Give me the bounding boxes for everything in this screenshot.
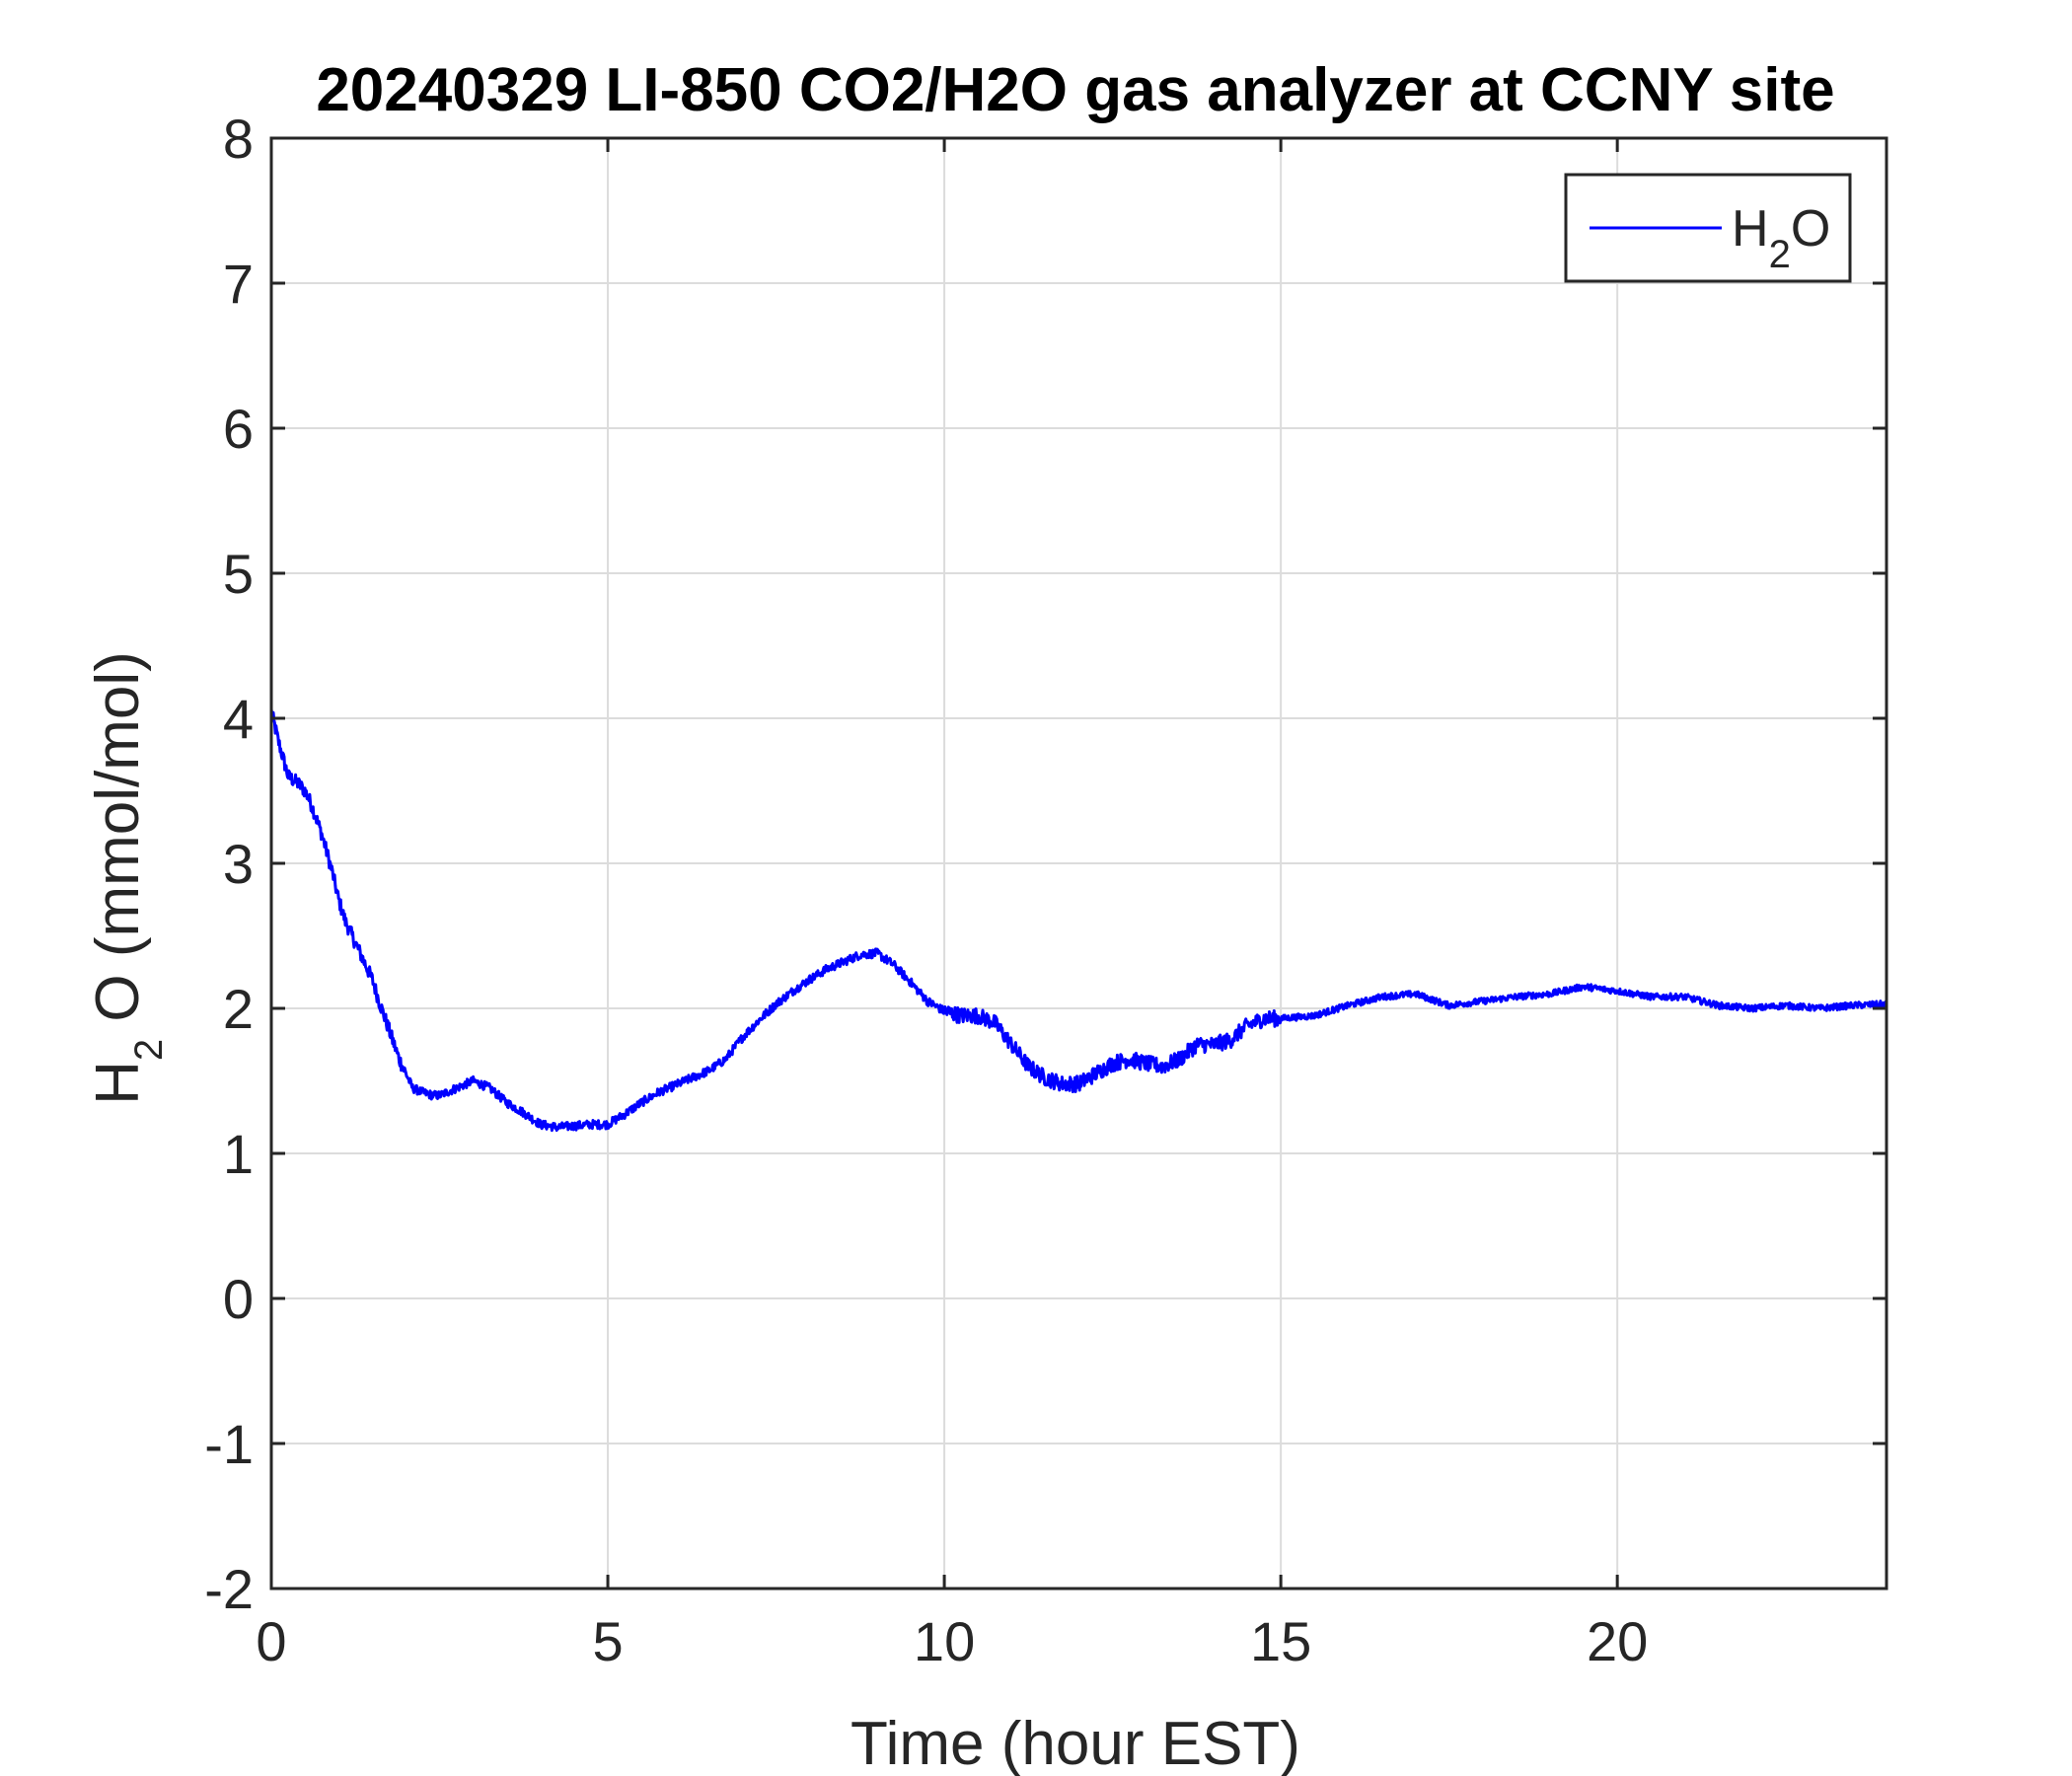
chart-title: 20240329 LI-850 CO2/H2O gas analyzer at … bbox=[316, 56, 1834, 124]
y-tick-label: 0 bbox=[223, 1268, 254, 1330]
y-tick-label: 4 bbox=[223, 688, 254, 750]
legend-entry-rest: O bbox=[1791, 200, 1830, 258]
legend-entry-sub: 2 bbox=[1769, 233, 1791, 276]
legend-entry-base: H bbox=[1732, 200, 1769, 258]
y-tick-label: 6 bbox=[223, 398, 254, 460]
y-tick-label: 3 bbox=[223, 833, 254, 895]
y-tick-label: 5 bbox=[223, 543, 254, 605]
series-line bbox=[269, 708, 1887, 1133]
x-tick-label: 5 bbox=[592, 1610, 623, 1672]
y-tick-label: 1 bbox=[223, 1123, 254, 1185]
y-axis-label-rest: O (mmol/mol) bbox=[84, 651, 152, 1039]
y-axis-label-sub: 2 bbox=[127, 1039, 171, 1061]
x-tick-label: 0 bbox=[256, 1610, 286, 1672]
y-tick-label: -2 bbox=[204, 1558, 254, 1620]
y-axis-label: H2 O (mmol/mol) bbox=[84, 651, 171, 1105]
x-axis-label: Time (hour EST) bbox=[851, 1710, 1300, 1776]
y-tick-label: 8 bbox=[223, 108, 254, 170]
series-layer bbox=[269, 708, 1887, 1133]
y-tick-label: 7 bbox=[223, 253, 254, 315]
axis-ticks: 0 5 10 15 20 -2 -1 0 1 2 3 4 5 6 7 8 bbox=[204, 108, 1887, 1672]
y-axis-label-base: H bbox=[84, 1061, 152, 1105]
legend: H2O bbox=[1564, 173, 1852, 283]
legend-entry-label: H2O bbox=[1732, 200, 1830, 276]
y-tick-label: -1 bbox=[204, 1413, 254, 1475]
y-tick-label: 2 bbox=[223, 978, 254, 1040]
x-tick-label: 15 bbox=[1250, 1610, 1311, 1672]
x-tick-label: 20 bbox=[1587, 1610, 1648, 1672]
grid bbox=[270, 137, 1887, 1590]
x-tick-label: 10 bbox=[914, 1610, 975, 1672]
